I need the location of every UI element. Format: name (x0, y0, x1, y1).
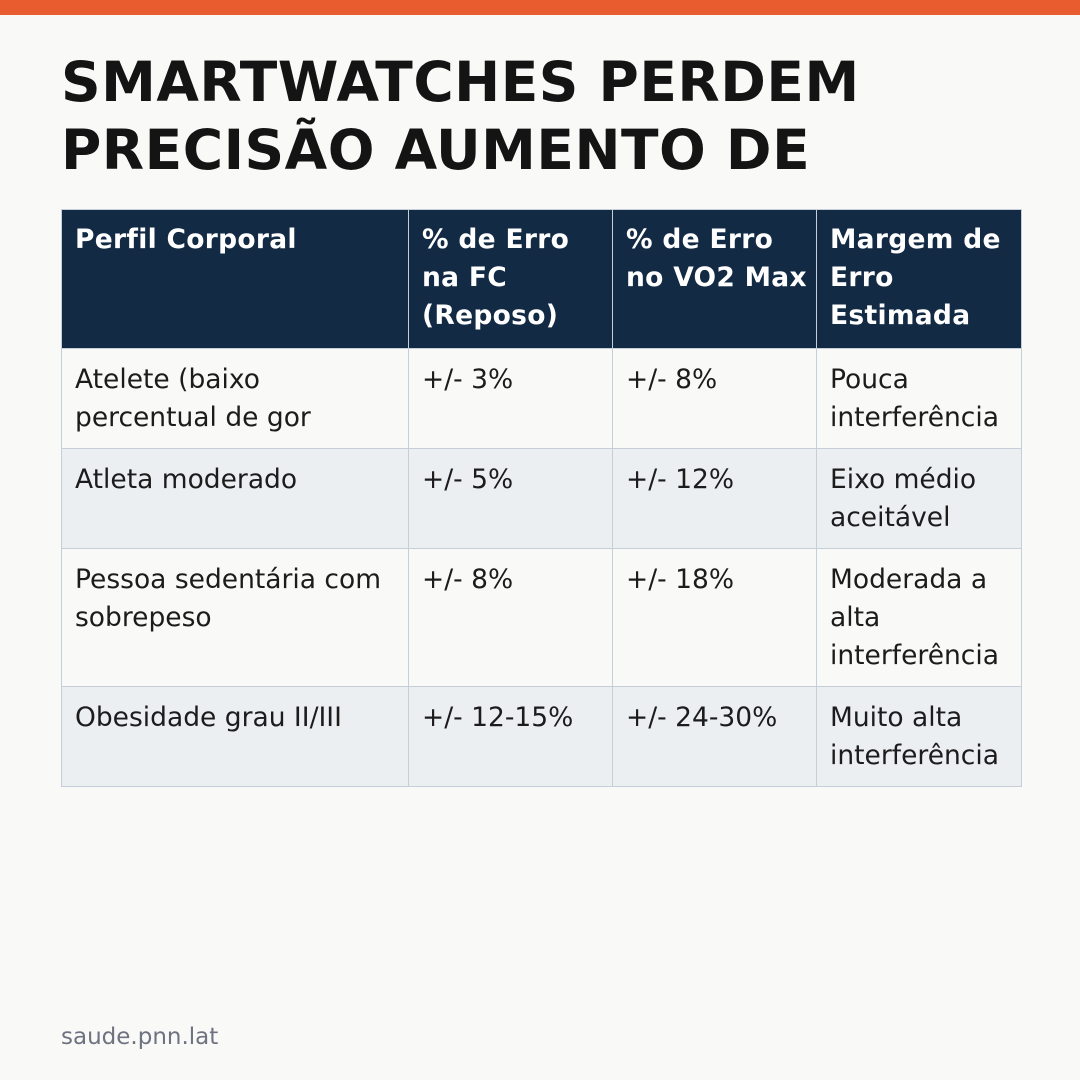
cell-erro-vo2max: +/- 8% (612, 348, 817, 449)
table-row: Atleta moderado +/- 5% +/- 12% Eixo médi… (61, 448, 1022, 549)
comparison-table: Perfil Corporal % de Erro na FC (Reposo)… (61, 209, 1022, 787)
page-title: SMARTWATCHES PERDEM PRECISÃO AUMENTO DE (61, 48, 1021, 184)
cell-erro-fc: +/- 5% (408, 448, 613, 549)
header-margem-erro: Margem de Erro Estimada (816, 209, 1022, 349)
table-row: Atelete (baixo percentual de gor +/- 3% … (61, 348, 1022, 449)
cell-perfil: Atleta moderado (61, 448, 409, 549)
cell-margem: Muito alta interferência (816, 686, 1022, 787)
top-accent-bar (0, 0, 1080, 15)
header-erro-vo2max: % de Erro no VO2 Max (612, 209, 817, 349)
cell-perfil: Obesidade grau II/III (61, 686, 409, 787)
cell-erro-vo2max: +/- 18% (612, 548, 817, 687)
cell-perfil: Atelete (baixo percentual de gor (61, 348, 409, 449)
header-perfil-corporal: Perfil Corporal (61, 209, 409, 349)
cell-erro-vo2max: +/- 12% (612, 448, 817, 549)
table-row: Obesidade grau II/III +/- 12-15% +/- 24-… (61, 686, 1022, 787)
table-header: Perfil Corporal % de Erro na FC (Reposo)… (61, 209, 1022, 349)
cell-margem: Eixo médio aceitável (816, 448, 1022, 549)
title-line-1: SMARTWATCHES PERDEM (61, 50, 860, 114)
cell-erro-fc: +/- 3% (408, 348, 613, 449)
cell-margem: Pouca interferência (816, 348, 1022, 449)
cell-margem: Moderada a alta interferência (816, 548, 1022, 687)
table-row: Pessoa sedentária com sobrepeso +/- 8% +… (61, 548, 1022, 687)
table-body: Atelete (baixo percentual de gor +/- 3% … (61, 348, 1022, 787)
cell-erro-fc: +/- 12-15% (408, 686, 613, 787)
cell-erro-vo2max: +/- 24-30% (612, 686, 817, 787)
header-row: Perfil Corporal % de Erro na FC (Reposo)… (61, 209, 1022, 349)
header-erro-fc: % de Erro na FC (Reposo) (408, 209, 613, 349)
cell-erro-fc: +/- 8% (408, 548, 613, 687)
footer-source: saude.pnn.lat (61, 1024, 219, 1050)
cell-perfil: Pessoa sedentária com sobrepeso (61, 548, 409, 687)
title-line-2: PRECISÃO AUMENTO DE (61, 118, 811, 182)
